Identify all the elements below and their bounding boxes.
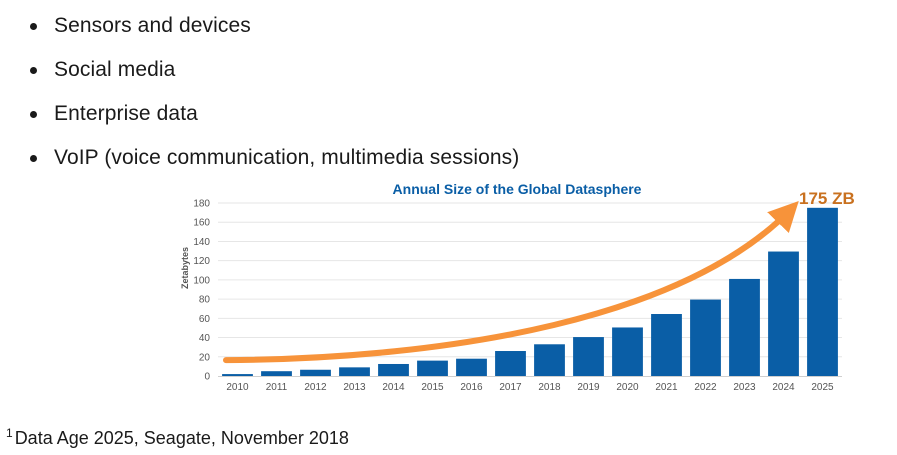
- x-tick-label: 2014: [382, 382, 405, 393]
- x-tick-label: 2025: [811, 382, 834, 393]
- bullet-dot: [30, 154, 37, 162]
- bar-2011: [261, 371, 292, 376]
- bar-2022: [690, 299, 721, 376]
- bar-2018: [534, 344, 565, 376]
- x-tick-label: 2017: [499, 382, 522, 393]
- bullet-text: Sensors and devices: [54, 14, 251, 37]
- footnote-marker: 1: [6, 426, 13, 440]
- bar-layer: [222, 207, 838, 376]
- x-tick-label: 2013: [343, 382, 366, 393]
- y-tick-label: 120: [193, 256, 210, 267]
- bullet-item: VoIP (voice communication, multimedia se…: [30, 136, 519, 180]
- x-tick-label: 2020: [616, 382, 639, 393]
- bullet-dot: [30, 66, 37, 74]
- bar-2019: [573, 337, 604, 376]
- y-tick-label: 140: [193, 237, 210, 248]
- bar-2016: [456, 358, 487, 376]
- annotation-175zb: 175 ZB: [799, 189, 855, 208]
- y-tick-label: 0: [204, 372, 210, 383]
- y-tick-label: 160: [193, 218, 210, 229]
- y-tick-label: 180: [193, 199, 210, 210]
- bar-2012: [300, 369, 331, 376]
- bar-2017: [495, 351, 526, 376]
- chart-title: Annual Size of the Global Datasphere: [393, 181, 642, 197]
- footnote: 1 Data Age 2025, Seagate, November 2018: [6, 426, 349, 449]
- trend-arrow: [223, 200, 799, 364]
- footnote-text: Data Age 2025, Seagate, November 2018: [14, 428, 349, 448]
- x-tick-label: 2023: [733, 382, 756, 393]
- y-tick-label: 40: [199, 333, 211, 344]
- bar-2014: [378, 363, 409, 376]
- x-tick-label: 2015: [421, 382, 444, 393]
- bullet-text: Social media: [54, 58, 176, 81]
- bar-2021: [651, 314, 682, 376]
- bar-2020: [612, 327, 643, 376]
- x-tick-label: 2024: [772, 382, 795, 393]
- x-tick-label: 2011: [266, 382, 288, 393]
- x-tick-label: 2012: [304, 382, 327, 393]
- bullet-text: VoIP (voice communication, multimedia se…: [54, 146, 520, 169]
- x-tick-label: 2021: [655, 382, 678, 393]
- x-tick-label: 2016: [460, 382, 483, 393]
- bullet-list: Sensors and devices Social media Enterpr…: [30, 4, 519, 180]
- y-tick-label: 100: [193, 275, 210, 286]
- x-tick-label: 2018: [538, 382, 561, 393]
- x-tick-label: 2019: [577, 382, 600, 393]
- bullet-dot: [30, 110, 37, 118]
- x-tick-label: 2010: [226, 382, 249, 393]
- y-tick-label: 80: [199, 295, 211, 306]
- bullet-item: Enterprise data: [30, 92, 519, 136]
- bar-2015: [417, 360, 448, 376]
- x-tick-label: 2022: [694, 382, 717, 393]
- bar-2024: [768, 251, 799, 376]
- bar-2023: [729, 278, 760, 376]
- axis-layer: 0 20 40 60 80 100 120 140 160 180 2010 2011 2012 2013…: [193, 199, 842, 393]
- bullet-text: Enterprise data: [54, 102, 198, 125]
- bullet-item: Social media: [30, 48, 519, 92]
- bar-2010: [222, 374, 253, 376]
- y-axis-label: Zetabytes: [180, 247, 190, 289]
- bar-2025: [807, 207, 838, 376]
- bullet-item: Sensors and devices: [30, 4, 519, 48]
- y-tick-label: 20: [199, 352, 211, 363]
- bullet-dot: [30, 22, 37, 30]
- bar-2013: [339, 367, 370, 376]
- arrow-layer: [223, 200, 799, 364]
- y-tick-label: 60: [199, 314, 211, 325]
